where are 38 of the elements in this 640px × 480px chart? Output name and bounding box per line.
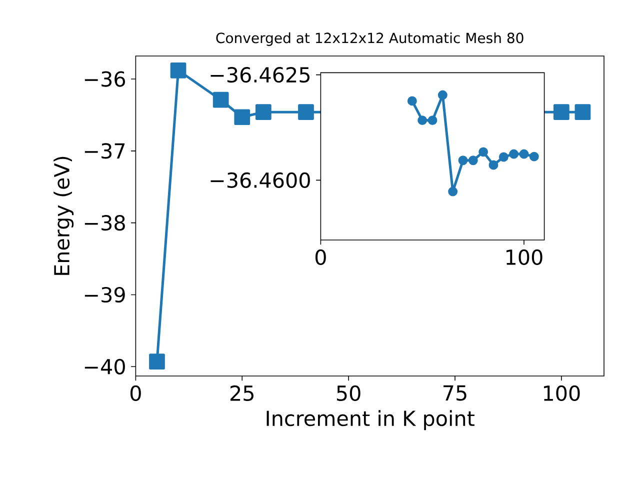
x-tick-label: 75 <box>444 385 466 401</box>
point <box>234 109 250 126</box>
x-tick-label: 100 <box>544 385 580 402</box>
point <box>519 149 529 159</box>
x-tick-label: 25 <box>230 385 254 402</box>
point <box>478 147 488 157</box>
y-tick-label: −39 <box>84 286 125 303</box>
point <box>149 354 165 370</box>
chart-title: Converged at 12x12x12 Automatic Mesh 80 <box>216 32 524 46</box>
point <box>529 152 539 162</box>
point <box>574 104 591 120</box>
y-tick-label: −37 <box>84 143 125 159</box>
point <box>418 116 428 126</box>
point <box>448 186 458 196</box>
x-tick-label: 50 <box>337 385 360 402</box>
x-tick-label: 100 <box>506 249 542 265</box>
y-axis-title: Energy (eV) <box>54 156 74 275</box>
point <box>468 156 478 166</box>
point <box>298 104 314 120</box>
x-tick-label: 0 <box>130 385 141 402</box>
x-axis-title: Increment in K point <box>266 410 474 430</box>
point <box>407 96 417 106</box>
point <box>428 116 438 126</box>
point <box>509 149 519 159</box>
x-tick-label: 0 <box>315 249 326 265</box>
point <box>170 62 186 78</box>
point <box>438 90 448 100</box>
point <box>458 156 468 166</box>
point <box>553 104 570 120</box>
point <box>255 104 272 120</box>
y-tick-label: −36.4625 <box>210 67 310 83</box>
y-tick-label: −40 <box>84 358 125 374</box>
y-tick-label: −36.4600 <box>210 172 310 188</box>
point <box>212 92 229 108</box>
point <box>488 160 498 170</box>
point <box>498 152 508 162</box>
y-tick-label: −38 <box>84 215 125 231</box>
y-tick-label: −36 <box>84 71 126 87</box>
